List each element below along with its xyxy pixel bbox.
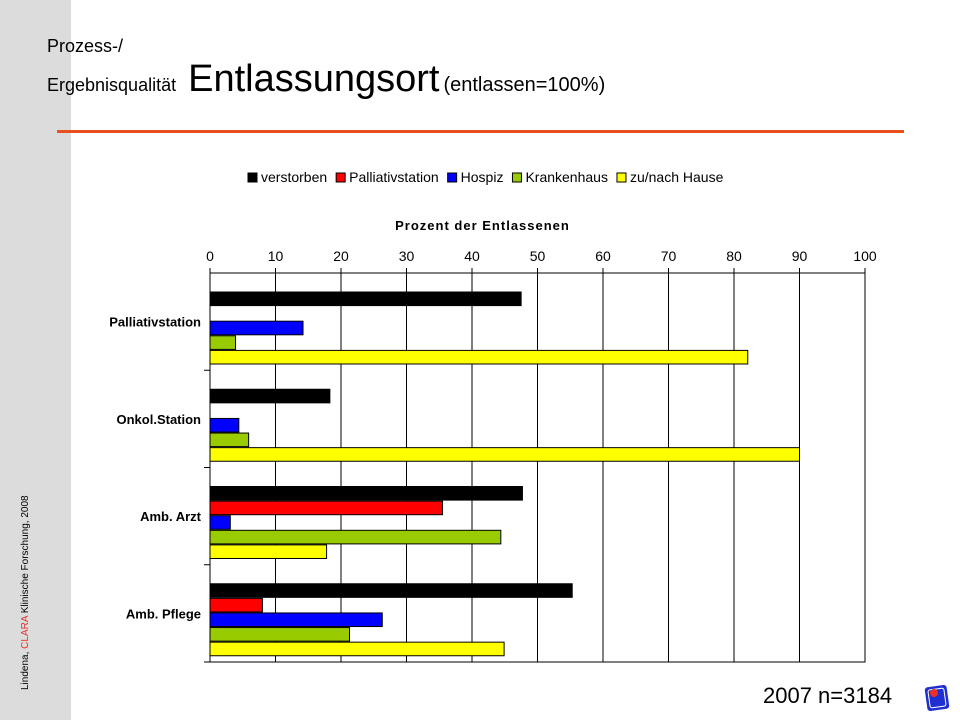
bar-hospiz: [209, 612, 383, 628]
x-tick-label: 40: [464, 248, 480, 264]
legend-label: Palliativstation: [349, 169, 439, 185]
header-row: Ergebnisqualität Entlassungsort (entlassen…: [47, 58, 605, 101]
sample-size-label: 2007 n=3184: [763, 683, 893, 708]
legend-label: zu/nach Hause: [630, 169, 724, 185]
category-label: Amb. Arzt: [140, 509, 202, 524]
bar-verstorben: [209, 388, 331, 404]
bar-verstorben: [209, 486, 523, 501]
title-underline: [57, 130, 904, 133]
bar-verstorben: [209, 583, 573, 598]
legend-swatch: [247, 172, 258, 183]
legend-swatch: [447, 172, 458, 183]
header-subtitle-line1: Prozess-/: [47, 36, 124, 56]
legend-label: Krankenhaus: [525, 169, 608, 185]
x-tick-label: 60: [595, 248, 611, 264]
bar-krankenhaus: [209, 432, 250, 448]
bar-palliativstation: [209, 597, 263, 613]
x-tick-label: 70: [661, 248, 677, 264]
legend-swatch: [511, 172, 522, 183]
bar-zu-nach-hause: [209, 544, 328, 560]
page-title: Entlassungsort: [188, 58, 440, 100]
bar-palliativstation: [209, 500, 444, 516]
x-tick-label: 20: [333, 248, 349, 264]
header-subtitle-line2: Ergebnisqualität: [47, 75, 177, 95]
x-tick-label: 30: [399, 248, 415, 264]
x-tick-label: 90: [792, 248, 808, 264]
bar-krankenhaus: [209, 529, 502, 545]
x-axis-title: Prozent der Entlassenen: [395, 218, 570, 233]
bar-verstorben: [209, 291, 522, 307]
logo-icon: [924, 684, 950, 712]
x-tick-label: 0: [206, 248, 214, 264]
category-label: Palliativstation: [109, 315, 201, 330]
x-tick-label: 10: [268, 248, 284, 264]
bar-zu-nach-hause: [209, 349, 749, 365]
category-label: Onkol.Station: [117, 412, 202, 427]
legend-swatch: [616, 172, 627, 183]
bar-hospiz: [209, 417, 240, 433]
legend-swatch: [335, 172, 346, 183]
bar-hospiz: [209, 515, 231, 530]
sidebar: Lindena, CLARA Klinische Forschung, 2008: [0, 0, 71, 720]
x-tick-label: 50: [530, 248, 546, 264]
bar-zu-nach-hause: [209, 641, 505, 657]
bar-hospiz: [209, 320, 304, 336]
legend-label: verstorben: [261, 169, 327, 185]
bar-krankenhaus: [209, 335, 237, 350]
legend-label: Hospiz: [461, 169, 504, 185]
bar-zu-nach-hause: [209, 447, 800, 462]
x-tick-label: 80: [726, 248, 742, 264]
x-tick-label: 100: [853, 248, 877, 264]
bar-krankenhaus: [209, 627, 351, 642]
category-label: Amb. Pflege: [126, 606, 201, 621]
title-note: (entlassen=100%): [443, 74, 606, 96]
